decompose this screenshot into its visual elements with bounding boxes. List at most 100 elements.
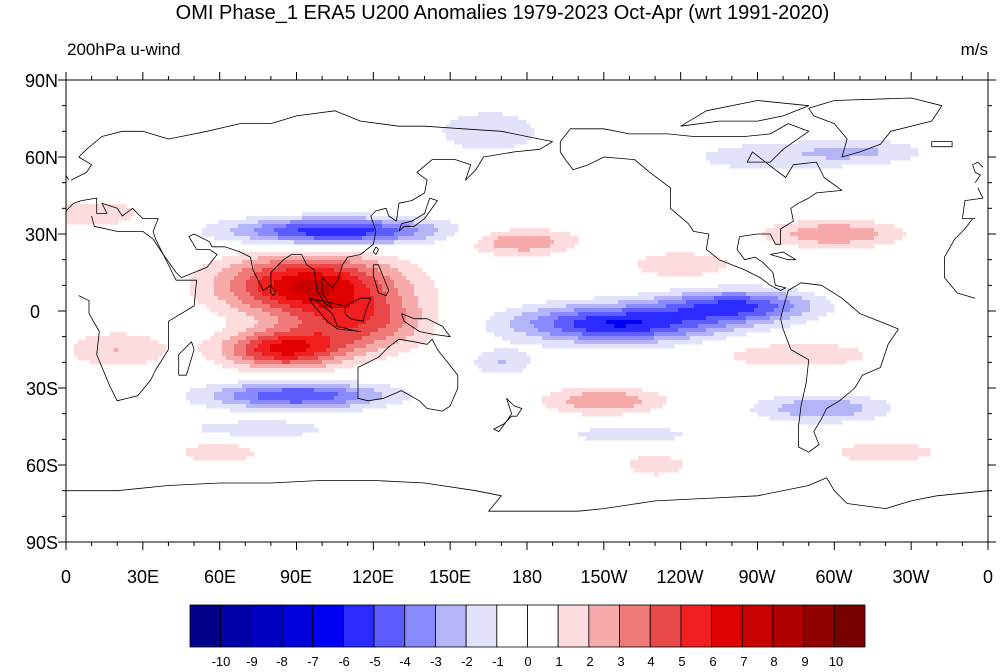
anomaly-cell xyxy=(250,292,263,297)
anomaly-cell xyxy=(290,304,319,309)
anomaly-cell xyxy=(278,292,307,297)
anomaly-cell xyxy=(290,220,383,225)
lon-tick-label: 60E xyxy=(204,567,236,587)
anomaly-cell xyxy=(790,412,855,417)
anomaly-cell xyxy=(366,344,391,349)
anomaly-cell xyxy=(654,332,687,337)
anomaly-cell xyxy=(214,288,231,293)
anomaly-cell xyxy=(670,288,799,293)
anomaly-cell xyxy=(242,300,263,305)
colorbar-box xyxy=(557,604,590,648)
anomaly-cell xyxy=(298,272,323,277)
coastline-japan xyxy=(398,197,438,232)
anomaly-cell xyxy=(350,260,379,265)
anomaly-cell xyxy=(302,280,323,285)
anomaly-cell xyxy=(550,392,583,397)
anomaly-cell xyxy=(250,276,263,281)
anomaly-cell xyxy=(246,344,259,349)
anomaly-cell xyxy=(330,336,363,341)
anomaly-cell xyxy=(258,256,363,261)
anomaly-cell xyxy=(218,296,239,301)
anomaly-cell xyxy=(290,312,315,317)
colorbar-label: -2 xyxy=(461,654,473,669)
anomaly-cell xyxy=(354,340,375,345)
anomaly-cell xyxy=(630,460,683,465)
anomaly-cell xyxy=(254,332,275,337)
lat-tick-label: 60S xyxy=(26,456,58,476)
anomaly-cell xyxy=(354,284,367,289)
anomaly-cell xyxy=(302,320,327,325)
anomaly-cell xyxy=(398,228,419,233)
anomaly-cell xyxy=(254,324,275,329)
anomaly-cell xyxy=(658,300,687,305)
anomaly-cell xyxy=(386,296,403,301)
anomaly-cell xyxy=(222,340,239,345)
anomaly-cell xyxy=(574,340,659,345)
anomaly-cell xyxy=(418,300,439,305)
anomaly-cell xyxy=(270,260,351,265)
anomaly-cell xyxy=(446,136,531,141)
anomaly-cell xyxy=(422,308,439,313)
anomaly-cell xyxy=(494,332,527,337)
anomaly-cell xyxy=(222,400,251,405)
anomaly-cell xyxy=(218,312,247,317)
anomaly-cell xyxy=(246,284,259,289)
anomaly-cell xyxy=(242,240,295,245)
anomaly-cell xyxy=(330,344,347,349)
anomaly-cell xyxy=(278,316,299,321)
anomaly-cell xyxy=(754,404,783,409)
anomaly-cell xyxy=(298,356,319,361)
anomaly-cell xyxy=(234,276,251,281)
anomaly-cell xyxy=(686,300,719,305)
anomaly-cell xyxy=(186,448,251,453)
anomaly-cell xyxy=(478,240,495,245)
anomaly-cell xyxy=(330,352,347,357)
anomaly-cell xyxy=(346,400,371,405)
anomaly-cell xyxy=(234,352,247,357)
anomaly-cell xyxy=(258,280,275,285)
anomaly-cell xyxy=(706,316,747,321)
colorbar-label: 3 xyxy=(617,654,624,669)
anomaly-cell xyxy=(422,316,439,321)
anomaly-cell xyxy=(254,296,271,301)
anomaly-cell xyxy=(686,332,715,337)
coastline-iceland xyxy=(931,141,953,148)
colorbar-box xyxy=(680,604,712,648)
anomaly-cell xyxy=(714,332,747,337)
anomaly-cell xyxy=(478,364,527,369)
anomaly-cell xyxy=(326,364,355,369)
lat-tick-label: 60N xyxy=(25,148,58,168)
anomaly-cell xyxy=(250,340,263,345)
lat-tick-label: 30N xyxy=(25,225,58,245)
colorbar-box xyxy=(312,604,344,648)
anomaly-cell xyxy=(642,320,683,325)
colorbar-label: -9 xyxy=(246,654,258,669)
coastline-taiwan xyxy=(372,246,379,255)
anomaly-cell xyxy=(390,316,407,321)
anomaly-cell xyxy=(374,276,391,281)
anomaly-cell xyxy=(346,388,375,393)
anomaly-cell xyxy=(794,304,811,309)
anomaly-cell xyxy=(330,340,355,345)
anomaly-cell xyxy=(270,344,311,349)
anomaly-cell xyxy=(862,404,891,409)
colorbar-box xyxy=(711,604,743,648)
anomaly-cell xyxy=(414,332,435,337)
anomaly-cell xyxy=(762,232,791,237)
anomaly-cell xyxy=(314,332,323,337)
anomaly-cell xyxy=(286,268,335,273)
anomaly-cell xyxy=(586,328,651,333)
anomaly-cell xyxy=(774,240,819,245)
anomaly-cell xyxy=(802,312,827,317)
anomaly-cell xyxy=(262,224,287,229)
anomaly-cell xyxy=(382,224,411,229)
anomaly-cell xyxy=(354,288,371,293)
anomaly-cell xyxy=(730,164,843,169)
anomaly-cell xyxy=(638,260,727,265)
anomaly-cell xyxy=(402,300,419,305)
anomaly-cell xyxy=(394,240,435,245)
anomaly-cell xyxy=(270,348,307,353)
coastline-eurasia xyxy=(66,110,984,309)
anomaly-cell xyxy=(222,344,235,349)
anomaly-cell xyxy=(578,432,683,437)
